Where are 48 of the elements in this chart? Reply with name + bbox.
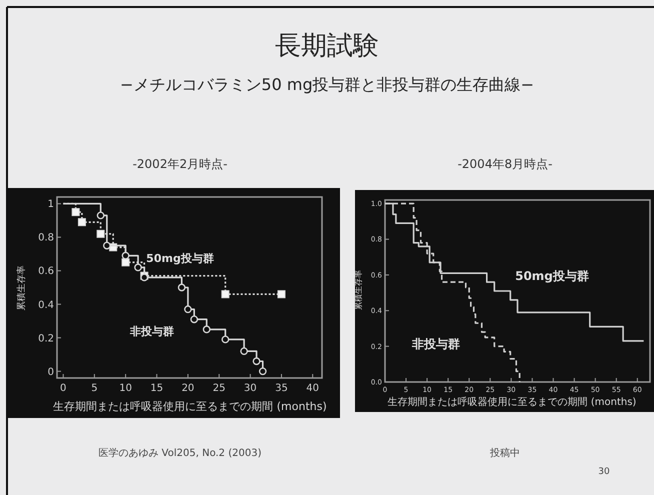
point	[221, 290, 230, 298]
y-tick-label: 0	[48, 366, 54, 378]
y-axis-title: 累積生存率	[354, 270, 363, 310]
text: 30	[598, 467, 610, 477]
chart-title: -2002年2月時点-	[132, 157, 228, 171]
y-tick-label: 0.6	[38, 266, 54, 278]
x-tick-label: 0	[60, 383, 66, 394]
point	[96, 212, 104, 220]
x-tick-label: 25	[212, 383, 226, 394]
point	[134, 264, 142, 272]
x-tick-label: 35	[275, 383, 288, 394]
x-axis-title: 生存期間または呼吸器使用に至るまでの期間 (months)	[53, 400, 327, 413]
point	[258, 367, 267, 376]
x-tick-label: 15	[150, 383, 164, 394]
y-tick-label: 0.2	[38, 333, 54, 344]
series-label: 50mg投与群	[146, 252, 214, 265]
point	[184, 305, 192, 314]
series-label: 非投与群	[129, 325, 174, 338]
point	[202, 326, 210, 334]
text: 投稿中	[489, 447, 520, 459]
point	[222, 336, 230, 344]
y-tick-label: 0.8	[38, 232, 54, 244]
point	[122, 258, 130, 266]
point	[122, 252, 130, 260]
x-tick-label: 30	[244, 383, 257, 394]
point	[178, 284, 186, 292]
point	[72, 208, 80, 216]
x-tick-label: 20	[182, 383, 194, 394]
point	[96, 230, 105, 238]
point	[240, 347, 248, 356]
x-axis-title: 生存期間または呼吸器使用に至るまでの期間 (months)	[388, 396, 636, 408]
point	[78, 218, 86, 226]
series-label: 非投与群	[411, 337, 460, 351]
x-tick-label: 5	[91, 383, 98, 394]
chart-title: -2004年8月時点-	[458, 157, 552, 171]
y-tick-label: 1	[48, 199, 54, 210]
text: −メチルコバラミン50 mg投与群と非投与群の生存曲線−	[120, 75, 534, 94]
point	[252, 357, 260, 366]
series-label: 50mg投与群	[515, 269, 589, 283]
point	[277, 290, 286, 298]
y-tick-label: 0.4	[38, 300, 54, 311]
text: 医学のあゆみ Vol205, No.2 (2003)	[98, 447, 262, 459]
point	[103, 242, 111, 250]
text: 長期試験	[275, 31, 379, 61]
x-tick-label: 10	[119, 383, 132, 394]
point	[190, 315, 198, 324]
x-tick-label: 40	[306, 383, 320, 394]
y-axis-title: 累積生存率	[16, 266, 27, 310]
